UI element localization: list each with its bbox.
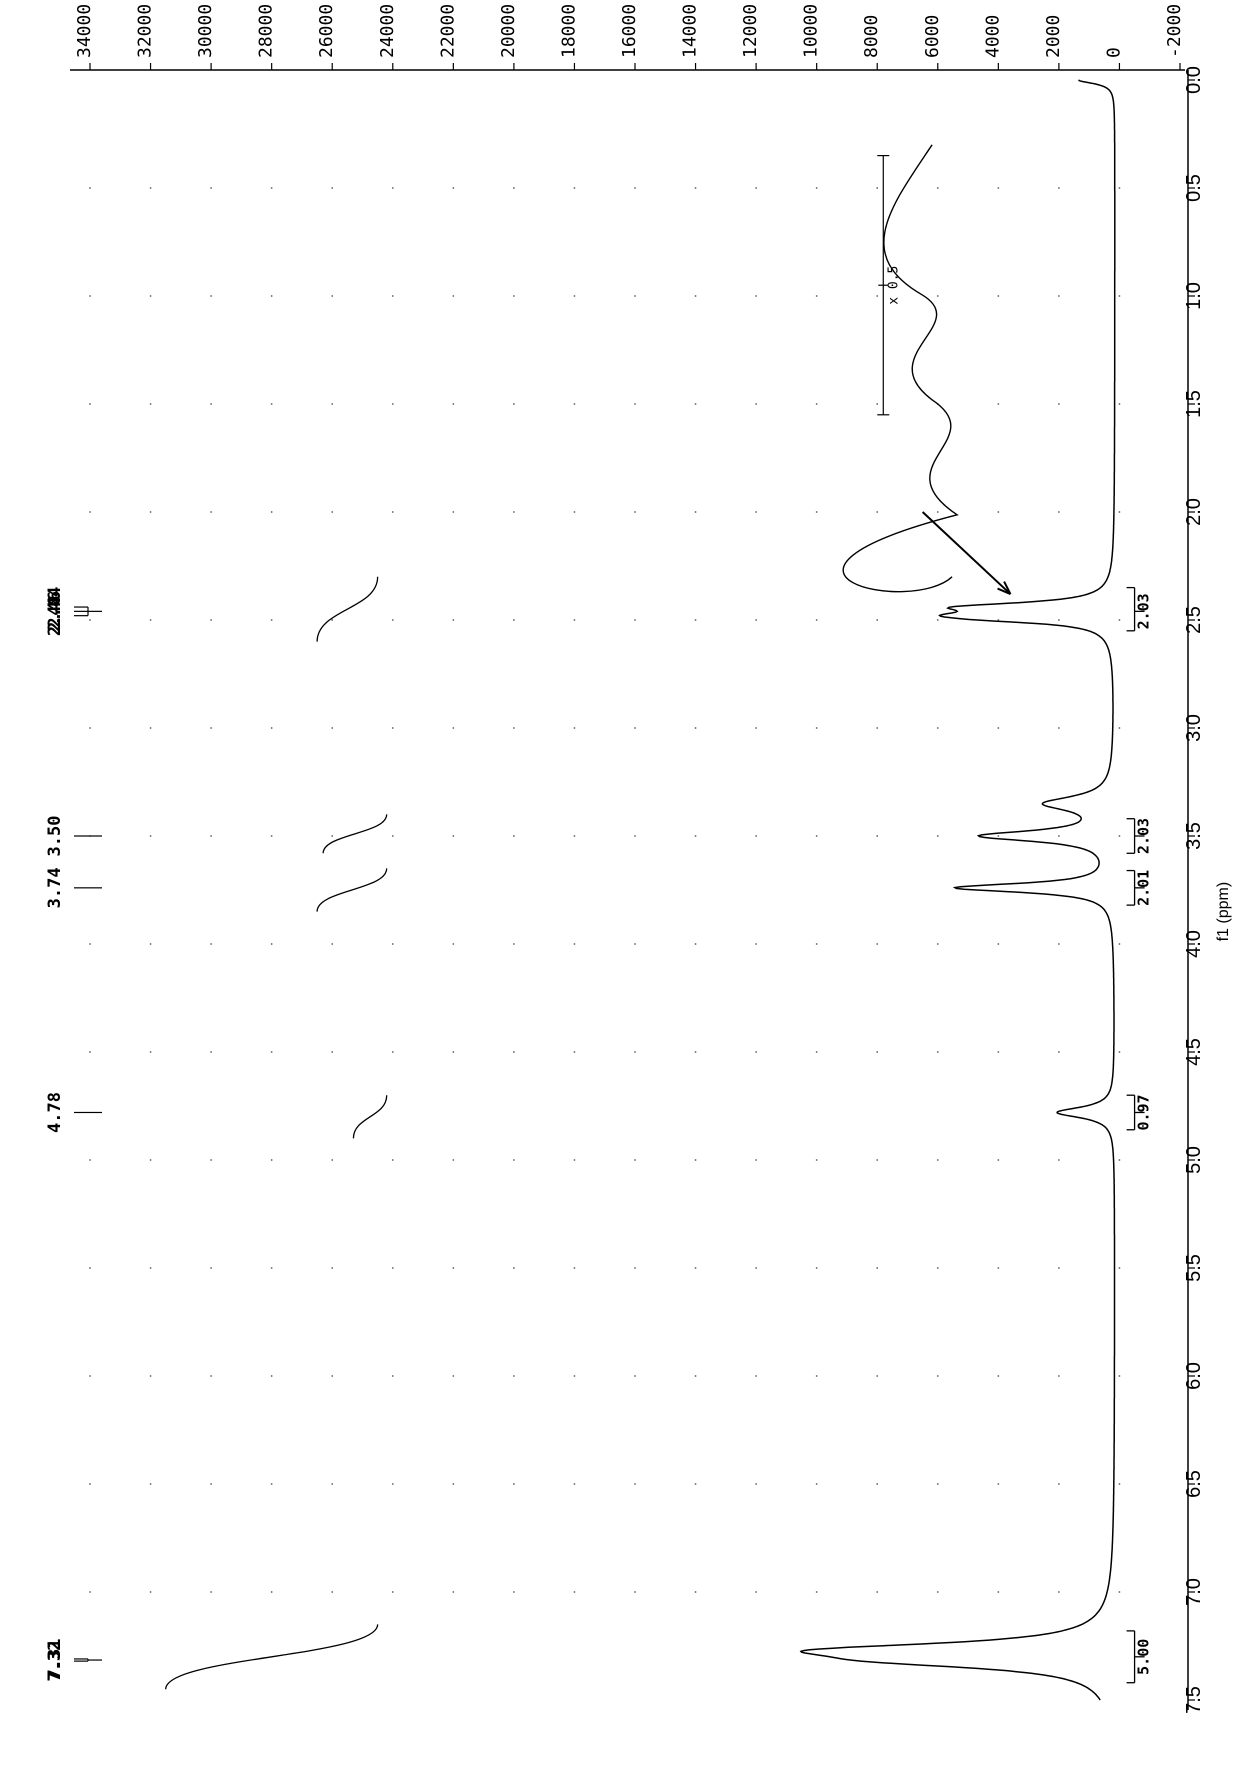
svg-text:3.5: 3.5 <box>1183 822 1205 850</box>
svg-text:2.0: 2.0 <box>1183 498 1205 526</box>
svg-text:0.5: 0.5 <box>1183 174 1205 202</box>
svg-text:34000: 34000 <box>74 4 95 58</box>
nmr-spectrum-plot: 3400032000300002800026000240002200020000… <box>0 0 1240 1777</box>
svg-text:0: 0 <box>1103 47 1124 58</box>
svg-text:26000: 26000 <box>316 4 337 58</box>
svg-text:5.5: 5.5 <box>1183 1254 1205 1282</box>
svg-text:3.0: 3.0 <box>1183 714 1205 742</box>
svg-text:-2000: -2000 <box>1164 4 1185 58</box>
svg-text:3.74: 3.74 <box>45 867 65 908</box>
svg-text:2.03: 2.03 <box>1135 593 1153 629</box>
svg-text:1.5: 1.5 <box>1183 390 1205 418</box>
svg-text:14000: 14000 <box>680 4 701 58</box>
svg-text:2000: 2000 <box>1043 15 1064 58</box>
svg-text:0.0: 0.0 <box>1183 66 1205 94</box>
svg-text:24000: 24000 <box>377 4 398 58</box>
svg-text:4000: 4000 <box>982 15 1003 58</box>
svg-text:5.00: 5.00 <box>1135 1639 1153 1675</box>
svg-text:7.5: 7.5 <box>1183 1686 1205 1714</box>
svg-text:2.03: 2.03 <box>1135 818 1153 854</box>
svg-text:12000: 12000 <box>740 4 761 58</box>
svg-text:16000: 16000 <box>619 4 640 58</box>
svg-text:32000: 32000 <box>135 4 156 58</box>
svg-text:1.0: 1.0 <box>1183 282 1205 310</box>
svg-text:8000: 8000 <box>861 15 882 58</box>
svg-text:30000: 30000 <box>195 4 216 58</box>
svg-text:18000: 18000 <box>558 4 579 58</box>
svg-text:10000: 10000 <box>801 4 822 58</box>
svg-text:6.5: 6.5 <box>1183 1470 1205 1498</box>
svg-text:4.5: 4.5 <box>1183 1038 1205 1066</box>
svg-text:4.0: 4.0 <box>1183 930 1205 958</box>
svg-text:7.0: 7.0 <box>1183 1578 1205 1606</box>
svg-text:0.97: 0.97 <box>1135 1094 1153 1130</box>
svg-text:5.0: 5.0 <box>1183 1146 1205 1174</box>
svg-text:x 0.5: x 0.5 <box>886 266 901 305</box>
svg-text:6.0: 6.0 <box>1183 1362 1205 1390</box>
svg-text:4.78: 4.78 <box>45 1092 65 1133</box>
svg-text:2.01: 2.01 <box>1135 870 1153 906</box>
svg-text:6000: 6000 <box>922 15 943 58</box>
svg-text:7.32: 7.32 <box>45 1641 65 1682</box>
svg-text:22000: 22000 <box>437 4 458 58</box>
svg-text:28000: 28000 <box>256 4 277 58</box>
svg-text:2.5: 2.5 <box>1183 606 1205 634</box>
svg-text:2.48: 2.48 <box>45 595 65 636</box>
svg-text:3.50: 3.50 <box>45 816 65 857</box>
svg-text:f1 (ppm): f1 (ppm) <box>1215 882 1232 942</box>
svg-text:20000: 20000 <box>498 4 519 58</box>
